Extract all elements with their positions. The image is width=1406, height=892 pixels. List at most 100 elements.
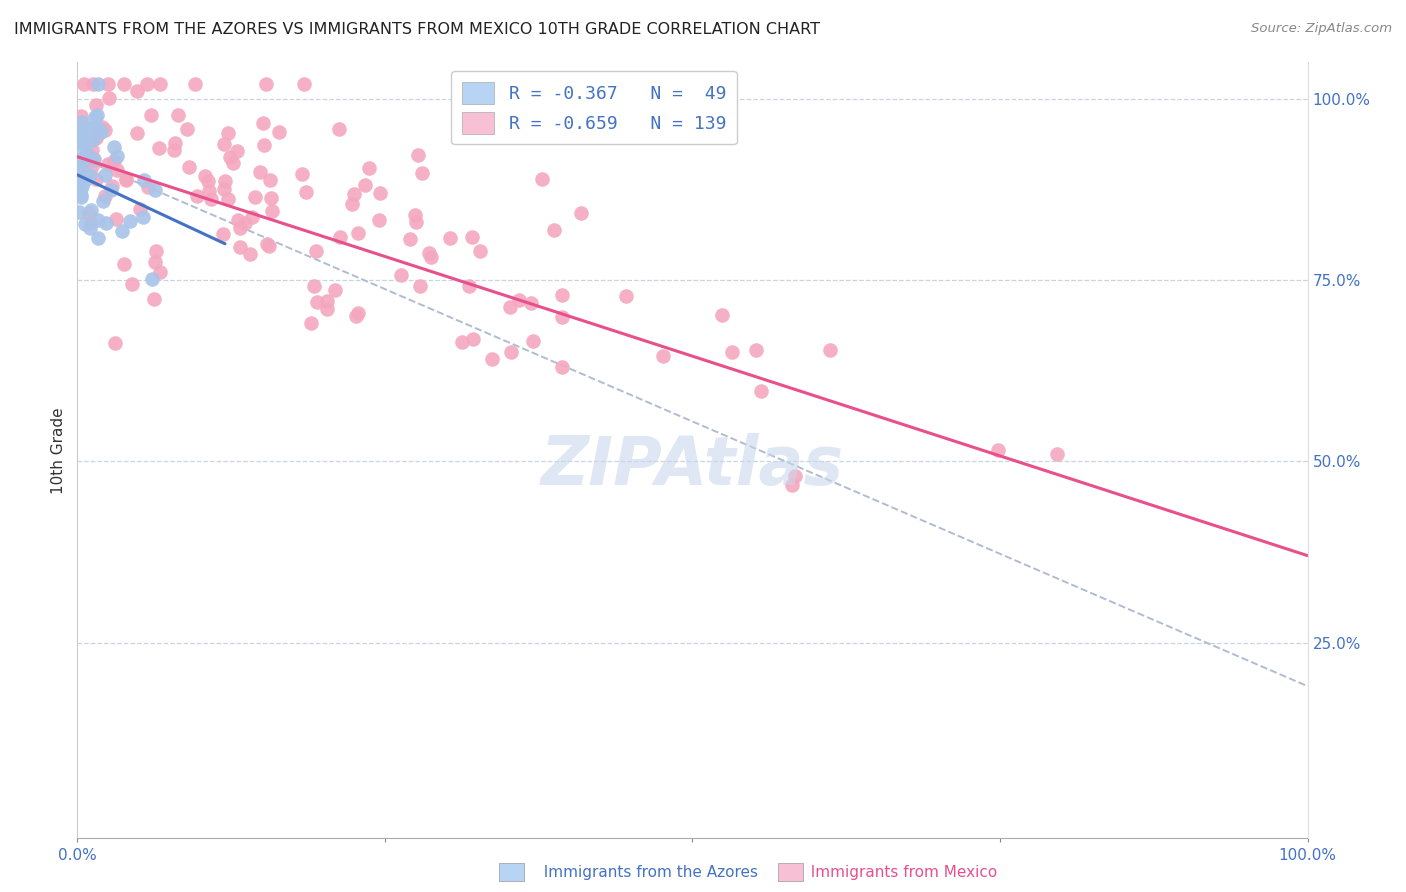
Point	[75, 146, 97, 161]
Point	[551, 287, 574, 301]
Point	[86, 131, 108, 145]
FancyBboxPatch shape	[499, 863, 524, 881]
Point	[136, 179, 159, 194]
Point	[67, 159, 90, 173]
Point	[163, 143, 186, 157]
Point	[411, 166, 433, 180]
Point	[229, 240, 252, 254]
Point	[239, 246, 262, 260]
Point	[67, 137, 90, 152]
Point	[80, 216, 103, 230]
Text: Source: ZipAtlas.com: Source: ZipAtlas.com	[1251, 22, 1392, 36]
Point	[780, 478, 803, 492]
Point	[148, 141, 170, 155]
Point	[91, 120, 114, 134]
Point	[450, 334, 472, 349]
Point	[69, 109, 91, 123]
Point	[149, 265, 172, 279]
Point	[105, 149, 128, 163]
Point	[115, 171, 138, 186]
Point	[105, 162, 128, 177]
Point	[139, 108, 162, 122]
Point	[749, 384, 772, 399]
Point	[86, 171, 108, 186]
Point	[463, 332, 485, 346]
Point	[73, 173, 96, 187]
Point	[252, 116, 274, 130]
Point	[121, 277, 143, 292]
Point	[125, 85, 148, 99]
Point	[76, 146, 98, 161]
Point	[132, 173, 155, 187]
Point	[103, 153, 125, 168]
Point	[97, 77, 120, 91]
Point	[530, 172, 553, 186]
Point	[83, 120, 105, 135]
Point	[344, 309, 367, 323]
Point	[104, 211, 127, 226]
Point	[82, 132, 104, 146]
Point	[75, 154, 97, 169]
Point	[142, 292, 165, 306]
Point	[128, 202, 150, 216]
Point	[120, 213, 142, 227]
Point	[136, 77, 159, 91]
Point	[217, 126, 239, 140]
Point	[987, 442, 1010, 457]
Point	[87, 121, 110, 136]
Point	[90, 125, 112, 139]
Point	[551, 310, 574, 325]
Point	[328, 122, 350, 136]
Point	[219, 150, 242, 164]
Text: Immigrants from the Azores: Immigrants from the Azores	[534, 865, 758, 880]
Point	[457, 279, 479, 293]
Point	[470, 244, 492, 258]
Point	[167, 107, 190, 121]
Point	[229, 220, 252, 235]
Point	[97, 157, 120, 171]
Point	[98, 91, 121, 105]
Point	[260, 191, 283, 205]
Point	[72, 124, 94, 138]
Point	[125, 126, 148, 140]
Point	[112, 77, 135, 91]
Point	[165, 136, 187, 150]
Point	[149, 77, 172, 91]
Point	[82, 77, 104, 91]
Point	[132, 211, 155, 225]
Point	[357, 161, 380, 175]
Point	[83, 111, 105, 125]
Point	[418, 245, 440, 260]
Point	[186, 188, 208, 202]
Point	[69, 188, 91, 202]
Point	[522, 334, 544, 348]
Point	[508, 293, 530, 308]
Point	[520, 295, 543, 310]
Point	[143, 255, 166, 269]
Point	[262, 204, 284, 219]
Point	[82, 153, 104, 168]
Point	[253, 137, 276, 152]
Point	[460, 229, 482, 244]
Point	[323, 283, 346, 297]
Y-axis label: 10th Grade: 10th Grade	[51, 407, 66, 494]
Point	[711, 308, 734, 322]
Point	[67, 204, 90, 219]
Point	[212, 182, 235, 196]
Point	[302, 279, 325, 293]
Point	[499, 300, 522, 314]
Point	[299, 316, 322, 330]
Point	[214, 174, 236, 188]
Point	[70, 122, 93, 136]
Point	[73, 136, 96, 150]
Point	[84, 98, 107, 112]
Point	[222, 155, 245, 169]
Point	[342, 197, 364, 211]
Point	[329, 230, 352, 244]
Point	[292, 77, 315, 91]
Legend: R = -0.367   N =  49, R = -0.659   N = 139: R = -0.367 N = 49, R = -0.659 N = 139	[451, 71, 737, 145]
Point	[67, 167, 90, 181]
Point	[94, 189, 117, 203]
Point	[783, 469, 806, 483]
Point	[200, 192, 222, 206]
